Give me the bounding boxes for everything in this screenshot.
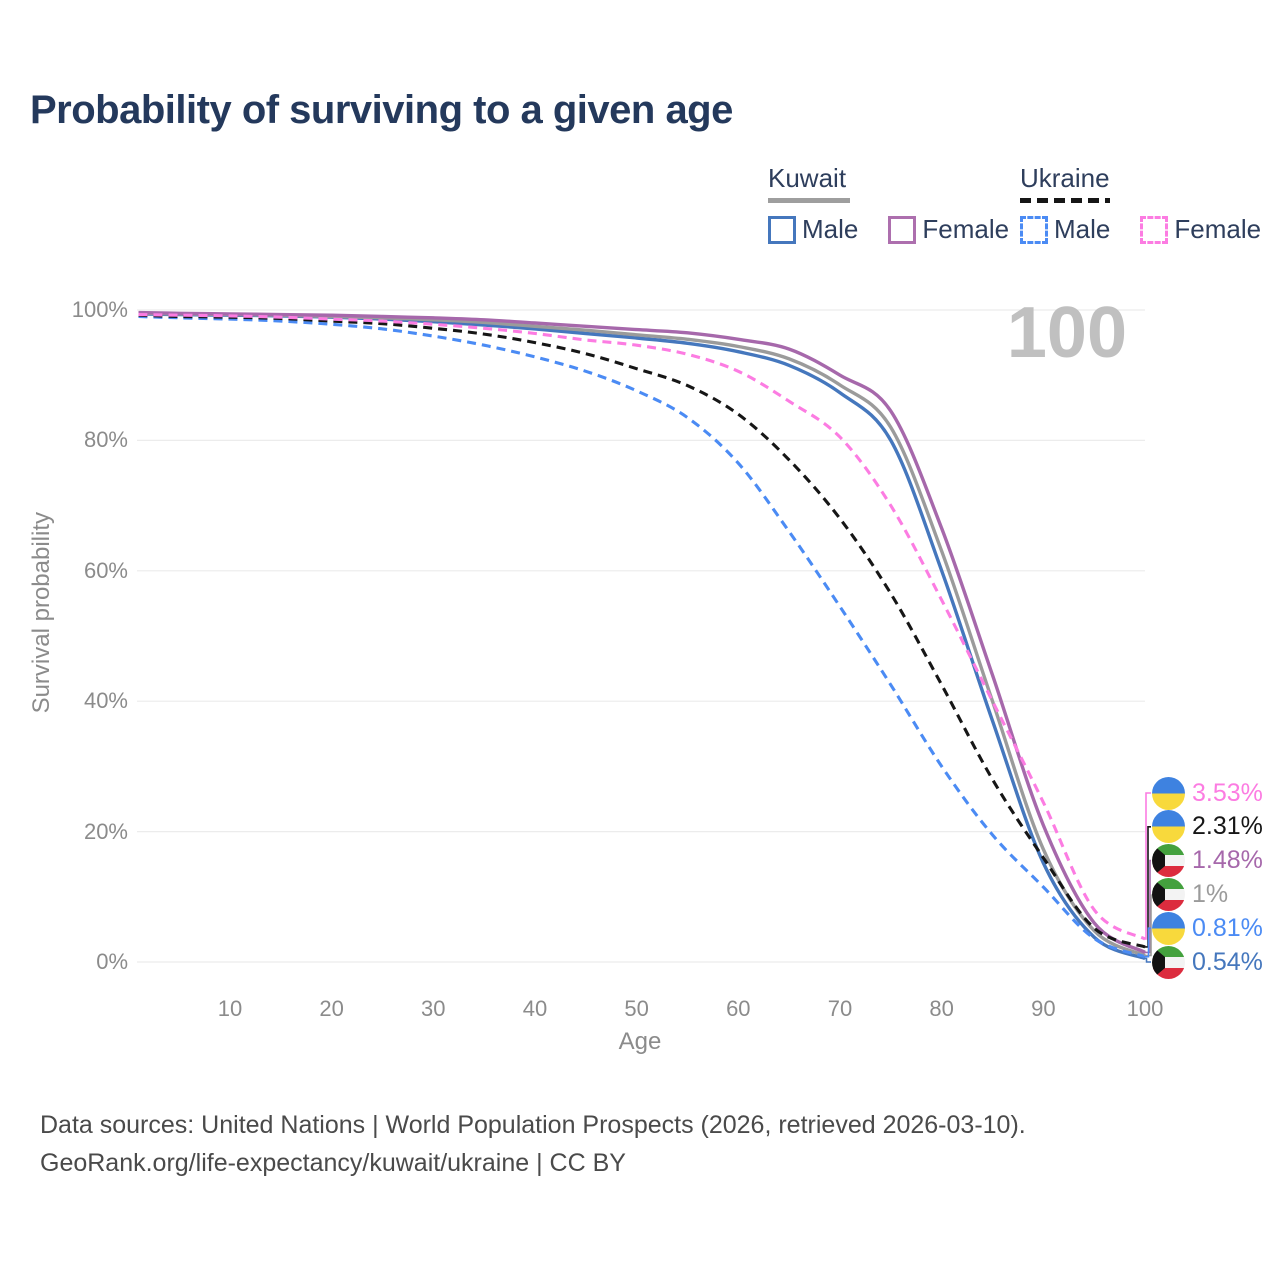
end-value-ukraine-female: 3.53% xyxy=(1192,778,1263,807)
x-tick-40: 40 xyxy=(522,996,548,1021)
legend-group-kuwait: Kuwait Male Female xyxy=(768,163,1009,245)
legend-item-kuwait-female[interactable]: Female xyxy=(888,214,1009,245)
end-value-ukraine-male: 0.81% xyxy=(1192,913,1263,942)
end-value-kuwait-male: 0.54% xyxy=(1192,947,1263,976)
x-tick-10: 10 xyxy=(217,996,243,1021)
ukraine-male-swatch-icon xyxy=(1020,215,1048,244)
kuwait-flag-icon xyxy=(1152,945,1185,979)
end-label-connector-ukraine-female xyxy=(1144,792,1151,940)
x-axis-title: Age xyxy=(618,1028,662,1055)
end-value-kuwait-female: 1.48% xyxy=(1192,846,1263,875)
end-label-ukraine-female: 3.53% xyxy=(1152,776,1263,810)
series-line-ukraine-both[interactable] xyxy=(138,313,1146,949)
y-tick-20: 20% xyxy=(83,818,128,844)
x-tick-90: 90 xyxy=(1031,996,1056,1021)
ukraine-flag-icon xyxy=(1152,911,1185,945)
series-line-ukraine-female[interactable] xyxy=(138,313,1146,941)
legend-item-kuwait-male[interactable]: Male xyxy=(768,214,858,245)
ukraine-flag-icon xyxy=(1152,776,1185,810)
age-counter-watermark: 100 xyxy=(1006,293,1127,373)
end-label-kuwait-female: 1.48% xyxy=(1152,844,1263,878)
x-tick-30: 30 xyxy=(421,996,446,1021)
y-tick-60: 60% xyxy=(83,557,128,583)
end-label-connector-ukraine-male xyxy=(1144,927,1151,958)
data-sources-line: Data sources: United Nations | World Pop… xyxy=(40,1111,1026,1139)
legend-kuwait-male-label: Male xyxy=(802,214,859,244)
x-tick-60: 60 xyxy=(726,996,751,1021)
x-tick-80: 80 xyxy=(929,996,954,1021)
legend-kuwait-line-swatch xyxy=(768,198,850,203)
legend-item-ukraine-male[interactable]: Male xyxy=(1020,214,1110,245)
x-tick-100: 100 xyxy=(1126,996,1164,1021)
series-line-kuwait-both[interactable] xyxy=(138,311,1146,958)
end-label-connector-kuwait-both xyxy=(1144,894,1152,957)
series-line-ukraine-male[interactable] xyxy=(138,314,1146,959)
end-label-connector-kuwait-female xyxy=(1144,859,1151,954)
end-label-kuwait-male: 0.54% xyxy=(1152,945,1263,979)
y-axis-title: Survival probability xyxy=(28,512,55,714)
y-tick-0: 0% xyxy=(96,949,128,974)
x-tick-70: 70 xyxy=(827,996,853,1021)
legend-ukraine-male-label: Male xyxy=(1054,214,1111,244)
legend-group-ukraine: Ukraine Male Female xyxy=(1020,163,1261,245)
legend-kuwait-title[interactable]: Kuwait xyxy=(768,163,847,193)
kuwait-male-swatch-icon xyxy=(768,215,796,244)
end-label-ukraine-male: 0.81% xyxy=(1152,911,1263,945)
end-label-connector-kuwait-male xyxy=(1144,957,1151,963)
legend-ukraine-line-swatch xyxy=(1020,198,1110,203)
kuwait-flag-icon xyxy=(1152,877,1185,911)
x-tick-50: 50 xyxy=(624,996,649,1021)
end-value-ukraine-both: 2.31% xyxy=(1192,812,1263,841)
y-tick-100: 100% xyxy=(71,297,128,322)
series-line-kuwait-male[interactable] xyxy=(138,312,1146,961)
x-tick-20: 20 xyxy=(319,996,344,1021)
kuwait-female-swatch-icon xyxy=(888,215,917,244)
ukraine-flag-icon xyxy=(1152,810,1185,844)
ukraine-female-swatch-icon xyxy=(1140,215,1169,244)
series-line-kuwait-female[interactable] xyxy=(138,310,1146,954)
legend-ukraine-title[interactable]: Ukraine xyxy=(1020,163,1110,193)
end-label-ukraine-both: 2.31% xyxy=(1152,810,1263,844)
end-label-connector-ukraine-both xyxy=(1144,826,1151,948)
source-url-line: GeoRank.org/life-expectancy/kuwait/ukrai… xyxy=(40,1149,626,1177)
legend-kuwait-female-label: Female xyxy=(922,214,1010,244)
legend-ukraine-female-label: Female xyxy=(1174,214,1262,244)
y-tick-80: 80% xyxy=(83,427,128,453)
kuwait-flag-icon xyxy=(1152,844,1185,878)
end-label-kuwait-both: 1% xyxy=(1152,877,1228,911)
footer-attribution: Data sources: United Nations | World Pop… xyxy=(40,1106,1026,1182)
legend-item-ukraine-female[interactable]: Female xyxy=(1140,214,1261,245)
end-value-kuwait-both: 1% xyxy=(1192,879,1229,908)
page-title: Probability of surviving to a given age xyxy=(30,88,733,132)
y-tick-40: 40% xyxy=(83,688,128,714)
